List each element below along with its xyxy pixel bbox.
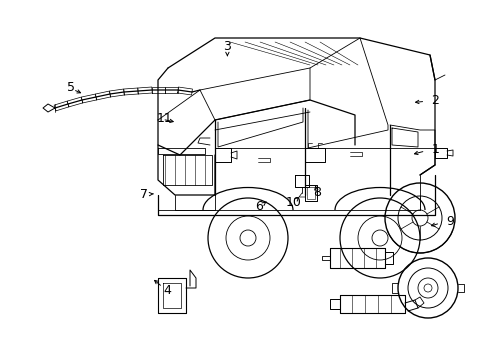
- Text: 1: 1: [430, 143, 438, 156]
- Text: 9: 9: [445, 215, 453, 228]
- Text: 4: 4: [163, 284, 171, 297]
- Text: 7: 7: [140, 188, 148, 201]
- Text: 3: 3: [223, 40, 231, 53]
- Text: 6: 6: [255, 201, 263, 213]
- Text: 5: 5: [67, 81, 75, 94]
- Text: 8: 8: [312, 186, 320, 199]
- Text: 10: 10: [285, 196, 301, 209]
- Text: 11: 11: [156, 112, 172, 125]
- Text: 2: 2: [430, 94, 438, 107]
